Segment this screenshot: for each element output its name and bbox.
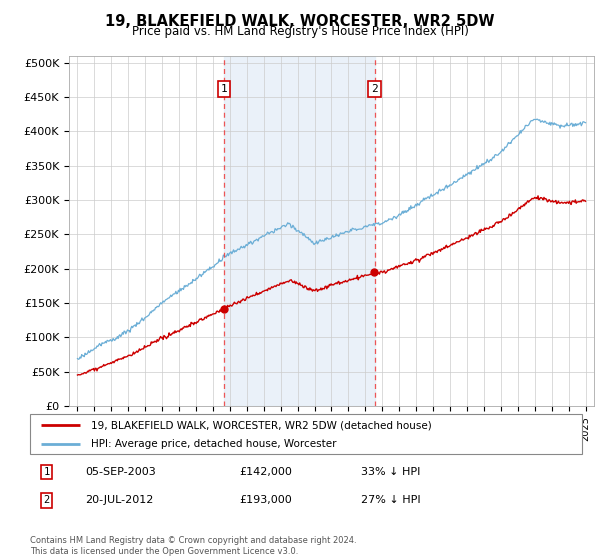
Text: 27% ↓ HPI: 27% ↓ HPI (361, 496, 421, 505)
Text: 19, BLAKEFIELD WALK, WORCESTER, WR2 5DW: 19, BLAKEFIELD WALK, WORCESTER, WR2 5DW (105, 14, 495, 29)
Text: 1: 1 (221, 84, 227, 94)
FancyBboxPatch shape (30, 414, 582, 454)
Text: 1: 1 (43, 467, 50, 477)
Text: 05-SEP-2003: 05-SEP-2003 (85, 467, 156, 477)
Bar (224, 56, 374, 406)
Text: 33% ↓ HPI: 33% ↓ HPI (361, 467, 421, 477)
Text: 2: 2 (43, 496, 50, 505)
Text: 20-JUL-2012: 20-JUL-2012 (85, 496, 154, 505)
Text: HPI: Average price, detached house, Worcester: HPI: Average price, detached house, Worc… (91, 439, 336, 449)
Text: £142,000: £142,000 (240, 467, 293, 477)
Text: Price paid vs. HM Land Registry's House Price Index (HPI): Price paid vs. HM Land Registry's House … (131, 25, 469, 38)
Text: 19, BLAKEFIELD WALK, WORCESTER, WR2 5DW (detached house): 19, BLAKEFIELD WALK, WORCESTER, WR2 5DW … (91, 421, 431, 431)
Text: 2: 2 (371, 84, 378, 94)
Text: £193,000: £193,000 (240, 496, 293, 505)
Text: Contains HM Land Registry data © Crown copyright and database right 2024.
This d: Contains HM Land Registry data © Crown c… (30, 536, 356, 556)
